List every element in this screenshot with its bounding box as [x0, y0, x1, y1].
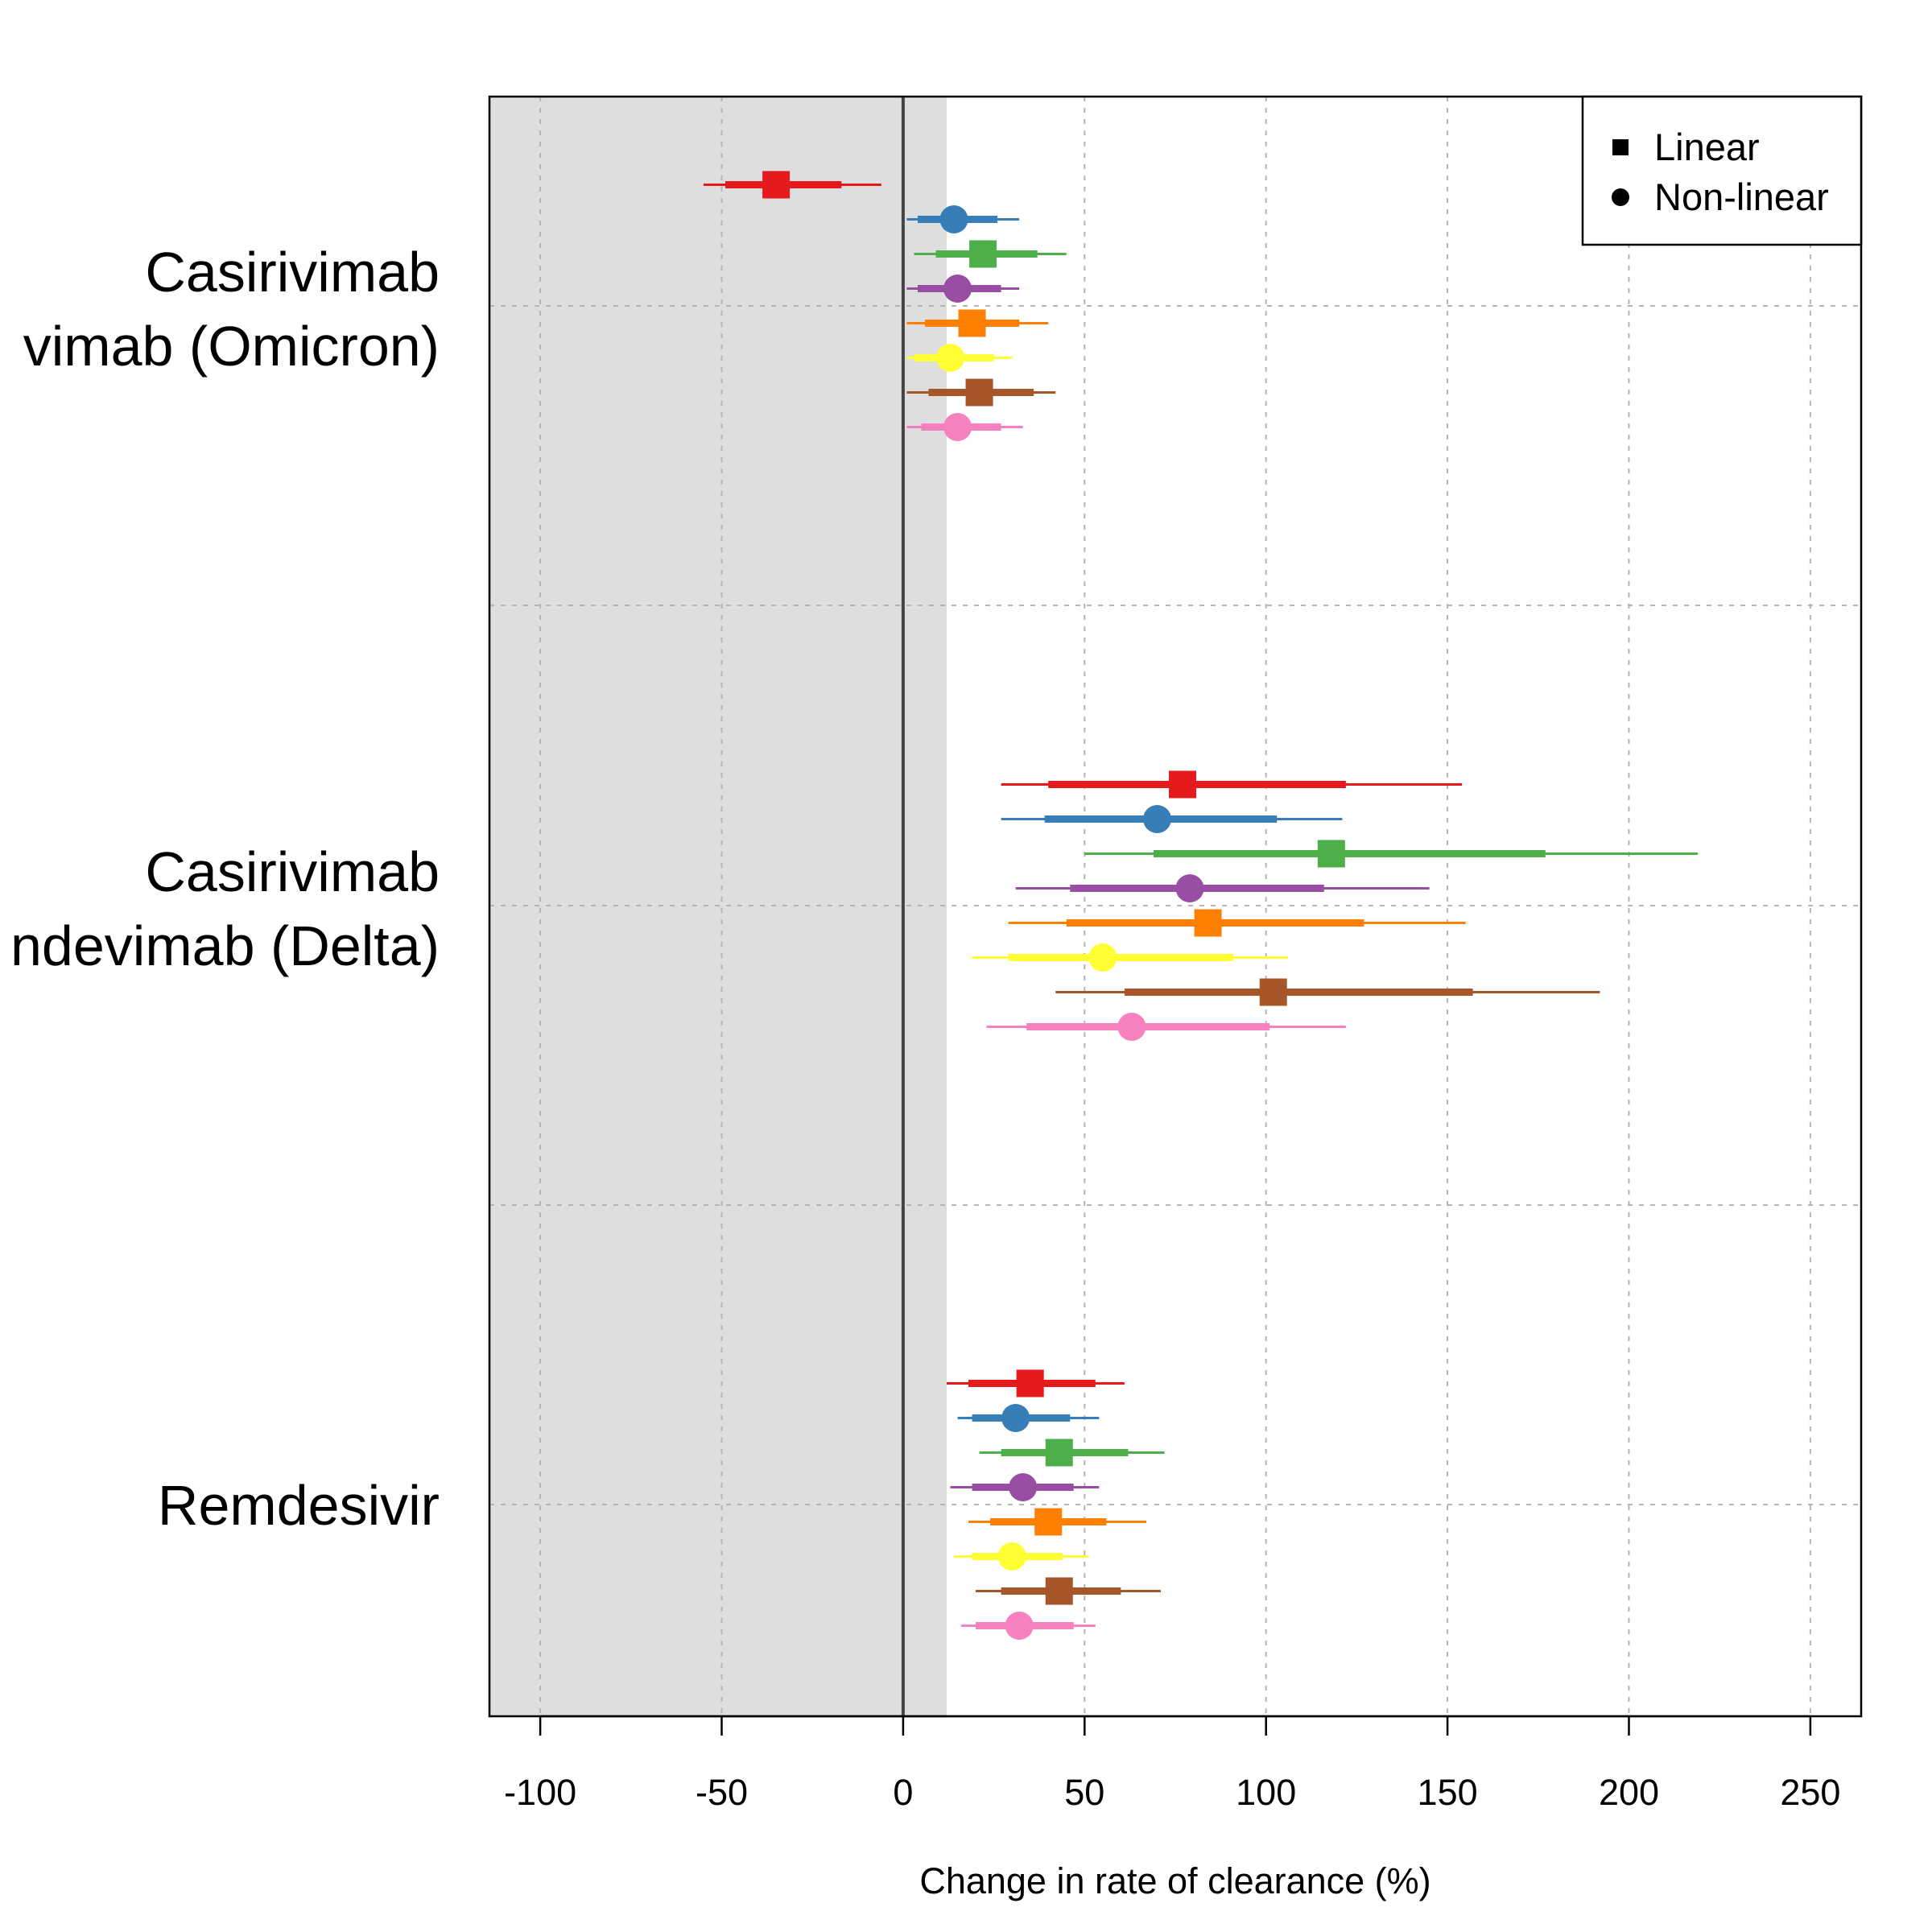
point-estimate-square — [1194, 909, 1222, 937]
estimate-row — [1001, 805, 1343, 833]
x-axis-title: Change in rate of clearance (%) — [919, 1860, 1430, 1901]
x-tick-label: -100 — [504, 1772, 576, 1813]
estimate-row — [954, 1542, 1088, 1571]
x-tick-label: 0 — [893, 1772, 913, 1813]
point-estimate-square — [969, 240, 997, 268]
point-estimate-circle — [1088, 943, 1117, 972]
estimate-row — [906, 378, 1056, 407]
point-estimate-circle — [1142, 805, 1171, 833]
estimate-row — [914, 240, 1067, 268]
x-tick-label: 50 — [1064, 1772, 1104, 1813]
legend-label: Non-linear — [1654, 175, 1829, 218]
estimate-row — [703, 171, 881, 199]
estimate-row — [906, 205, 1020, 233]
x-tick-label: 150 — [1418, 1772, 1478, 1813]
series-marks — [703, 171, 1699, 1640]
group-label-line1: Casirivimab — [145, 241, 440, 303]
group-label-line2: ndevimab (Delta) — [10, 914, 440, 977]
estimate-row — [968, 1508, 1146, 1536]
estimate-row — [906, 413, 1023, 441]
legend-label: Linear — [1654, 126, 1760, 168]
x-tick-label: 100 — [1236, 1772, 1296, 1813]
point-estimate-square — [1034, 1508, 1063, 1536]
estimate-row — [906, 309, 1049, 337]
estimate-row — [947, 1369, 1125, 1397]
point-estimate-square — [1045, 1439, 1073, 1467]
legend-square-symbol — [1612, 139, 1629, 155]
group-labels: Casirivimab vimab (Omicron) Casirivimab nde… — [10, 241, 440, 1537]
point-estimate-circle — [939, 205, 968, 233]
legend: Linear Non-linear — [1581, 95, 1863, 246]
plot-area — [488, 95, 1863, 1718]
point-estimate-square — [958, 309, 986, 337]
point-estimate-square — [1169, 770, 1197, 799]
estimate-row — [1055, 978, 1600, 1006]
point-estimate-circle — [943, 413, 972, 441]
point-estimate-circle — [1117, 1013, 1146, 1041]
point-estimate-square — [1045, 1577, 1073, 1605]
estimate-row — [986, 1013, 1346, 1041]
estimate-row — [950, 1473, 1100, 1501]
group-label-line1: Casirivimab — [145, 840, 440, 903]
point-estimate-circle — [1175, 874, 1204, 902]
point-estimate-square — [1259, 978, 1287, 1006]
estimate-row — [906, 344, 1013, 372]
point-estimate-circle — [1001, 1404, 1030, 1432]
grid-lines — [489, 97, 1861, 1716]
estimate-row — [1015, 874, 1430, 902]
point-estimate-circle — [943, 275, 972, 303]
point-estimate-circle — [1009, 1473, 1038, 1501]
point-estimate-square — [1016, 1369, 1044, 1397]
estimate-row — [957, 1404, 1100, 1432]
legend-circle-symbol — [1612, 188, 1629, 206]
point-estimate-circle — [997, 1542, 1026, 1571]
point-estimate-square — [1317, 840, 1345, 868]
estimate-row — [976, 1577, 1161, 1605]
point-estimate-square — [965, 378, 993, 407]
point-estimate-circle — [936, 344, 965, 372]
estimate-row — [972, 943, 1288, 972]
estimate-row — [1001, 770, 1463, 799]
group-label-line1: Remdesivir — [158, 1474, 440, 1537]
estimate-row — [1008, 909, 1466, 937]
estimate-row — [906, 275, 1020, 303]
estimate-row — [979, 1439, 1165, 1467]
point-estimate-circle — [1005, 1612, 1034, 1640]
group-label-line2: vimab (Omicron) — [23, 315, 440, 378]
estimate-row — [1084, 840, 1699, 868]
legend-box — [1581, 95, 1863, 246]
x-tick-label: 250 — [1780, 1772, 1840, 1813]
estimate-row — [961, 1612, 1096, 1640]
x-tick-label: -50 — [696, 1772, 748, 1813]
point-estimate-square — [762, 171, 791, 199]
x-tick-label: 200 — [1599, 1772, 1659, 1813]
x-axis: -100 -50 0 50 100 150 200 250 — [504, 1715, 1840, 1813]
